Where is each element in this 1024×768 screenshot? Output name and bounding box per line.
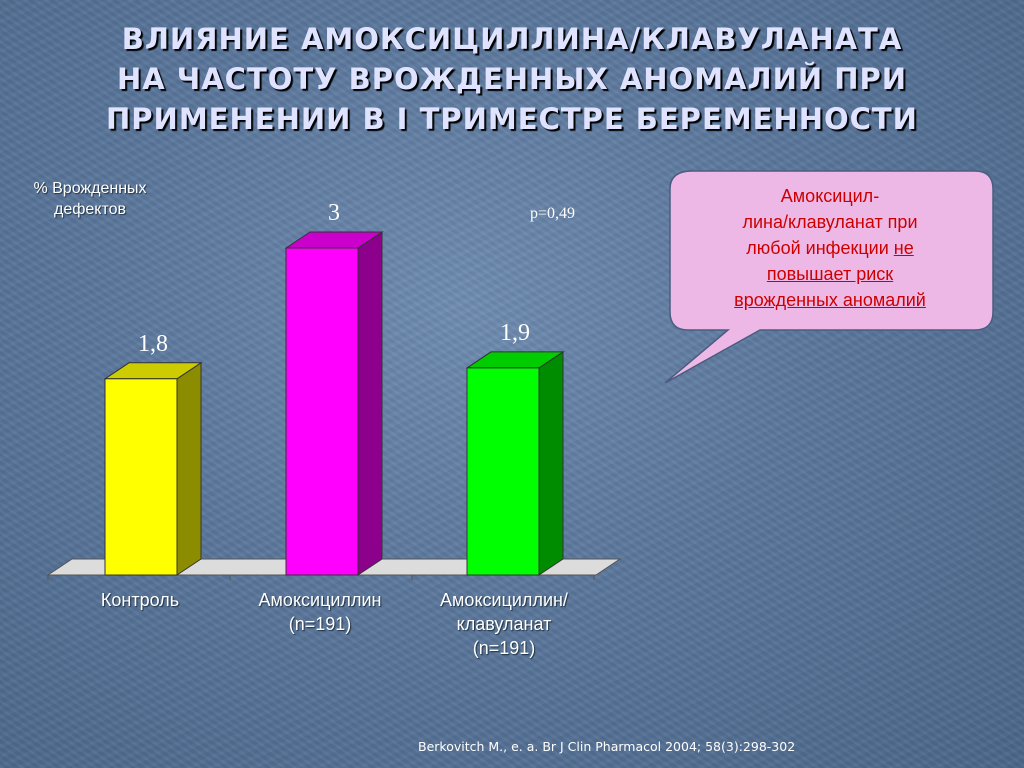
category-label-2-line-1: Амоксициллин [258, 590, 382, 610]
callout-shape [664, 170, 994, 384]
callout-text: Амоксицил- лина/клавуланат при любой инф… [690, 183, 970, 313]
slide-title-line-1: ВЛИЯНИЕ АМОКСИЦИЛЛИНА/КЛАВУЛАНАТА [121, 22, 903, 56]
category-label-3-line-3: (n=191) [472, 638, 536, 658]
callout-line-4: повышает риск [766, 264, 894, 284]
callout-line-3-text: любой инфекции [746, 238, 894, 258]
slide-title-line-3: ПРИМЕНЕНИИ В I ТРИМЕСТРЕ БЕРЕМЕННОСТИ [106, 102, 918, 136]
category-label-2: Амоксициллин (n=191) [230, 588, 410, 636]
callout-line-1: Амоксицил- [780, 186, 880, 206]
callout-line-2: лина/клавуланат при [742, 212, 918, 232]
bar-value-label-1: 1,8 [138, 331, 168, 357]
callout-underlined-word: не [893, 238, 914, 258]
category-label-3-line-1: Амоксициллин/ [440, 590, 568, 610]
bar-value-label-3: 1,9 [500, 320, 530, 346]
slide-title-line-2: НА ЧАСТОТУ ВРОЖДЕННЫХ АНОМАЛИЙ ПРИ [116, 62, 908, 96]
category-label-3: Амоксициллин/клавуланат (n=191) [414, 588, 594, 660]
citation: Berkovitch M., e. a. Br J Clin Pharmacol… [418, 739, 796, 754]
category-label-2-line-2: (n=191) [288, 614, 352, 634]
category-label-1: Контроль [50, 588, 230, 612]
p-value-label: p=0,49 [530, 205, 576, 222]
category-label-3-line-2: клавуланат [456, 614, 552, 634]
callout-line-5: врожденных аномалий [734, 290, 926, 310]
bar-3 [466, 367, 540, 576]
bar-value-label-2: 3 [328, 200, 340, 226]
category-label-1-line-1: Контроль [100, 590, 180, 610]
y-axis-label-line-2: дефектов [53, 201, 127, 218]
callout-line-3: любой инфекции не [690, 235, 970, 261]
y-axis-label: % Врожденных дефектов [10, 178, 170, 220]
bar-1 [104, 378, 178, 576]
bar-2 [285, 247, 359, 576]
y-axis-label-line-1: % Врожденных [33, 180, 147, 197]
